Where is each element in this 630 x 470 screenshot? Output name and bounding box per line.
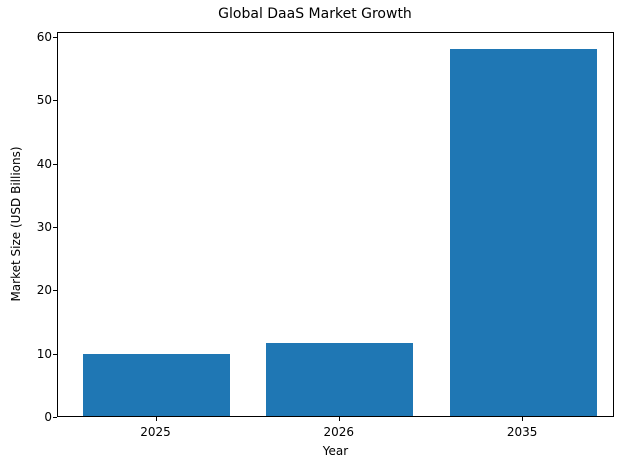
y-tick-mark: [53, 353, 57, 355]
plot-area: [57, 32, 614, 417]
y-tick-label: 0: [44, 410, 52, 424]
x-axis-label: Year: [322, 444, 349, 458]
x-tick-mark: [522, 417, 524, 421]
y-axis-label: Market Size (USD Billions): [9, 146, 23, 302]
y-tick-mark: [53, 417, 57, 418]
y-tick-label: 60: [36, 30, 52, 44]
y-tick-mark: [53, 163, 57, 165]
y-tick-mark: [53, 227, 57, 228]
bar-2035: [449, 49, 597, 416]
y-tick-mark: [53, 100, 57, 102]
bar-2025: [83, 353, 230, 416]
y-tick-mark: [53, 290, 57, 292]
y-tick-label: 30: [36, 220, 52, 234]
y-tick-mark: [53, 37, 57, 38]
y-tick-label: 10: [36, 346, 52, 361]
x-tick-label: 2025: [140, 425, 171, 439]
x-tick-label: 2035: [506, 425, 538, 439]
x-tick-mark: [338, 417, 340, 421]
y-tick-label: 50: [36, 93, 52, 108]
x-tick-mark: [155, 417, 157, 421]
bar-2026: [266, 343, 414, 416]
y-tick-label: 40: [36, 156, 52, 171]
x-tick-label: 2026: [323, 425, 355, 439]
y-tick-label: 20: [36, 283, 52, 298]
chart-title: Global DaaS Market Growth: [218, 6, 412, 22]
